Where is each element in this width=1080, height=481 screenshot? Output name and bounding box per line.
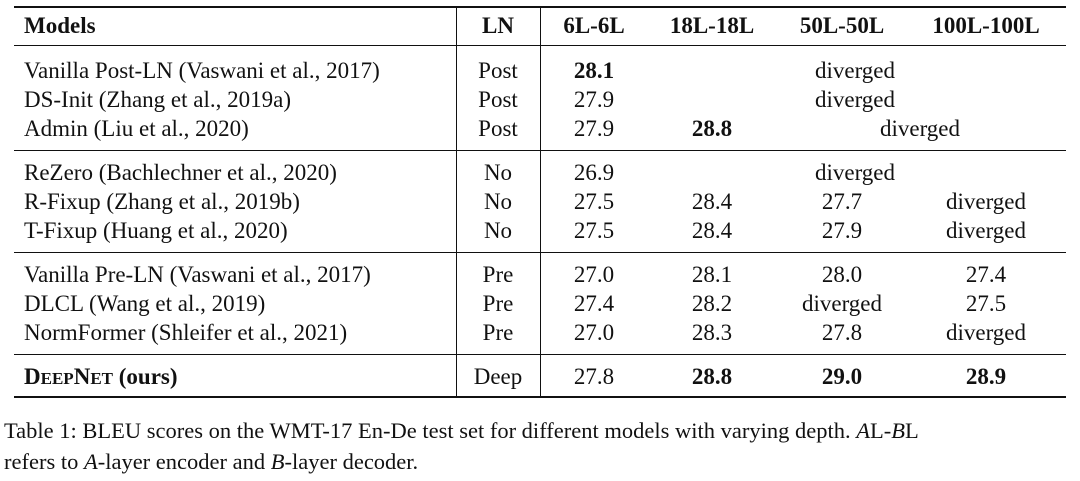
ln-type: Deep	[473, 364, 523, 389]
score-50l: diverged	[801, 291, 883, 316]
score-100l: diverged	[945, 189, 1027, 214]
caption-text-6: -layer decoder.	[284, 449, 419, 474]
score-18l: 28.2	[691, 291, 733, 316]
ln-type: Post	[478, 87, 518, 112]
ln-type: Post	[478, 58, 518, 83]
model-name: NormFormer (Shleifer et al., 2021)	[24, 320, 348, 345]
score-6l: 26.9	[573, 160, 615, 185]
model-name: Vanilla Post-LN (Vaswani et al., 2017)	[24, 58, 380, 83]
model-name: ReZero (Bachlechner et al., 2020)	[24, 160, 337, 185]
header-6l: 6L-6L	[563, 13, 625, 38]
model-name: DLCL (Wang et al., 2019)	[24, 291, 266, 316]
ln-type: Pre	[482, 262, 514, 287]
score-6l: 27.8	[573, 364, 615, 389]
ln-type: Post	[478, 116, 518, 141]
caption-var-a: A	[856, 418, 870, 443]
score-18l: 28.8	[691, 116, 733, 141]
model-name: DS-Init (Zhang et al., 2019a)	[24, 87, 291, 112]
span-diverged: diverged	[814, 58, 896, 83]
ln-type: Pre	[482, 291, 514, 316]
caption-text-3: L	[904, 418, 919, 443]
score-18l: 28.1	[691, 262, 733, 287]
score-18l: 28.3	[691, 320, 733, 345]
score-50l: 27.9	[821, 218, 863, 243]
score-6l: 27.5	[573, 218, 615, 243]
caption-var-b: B	[891, 418, 905, 443]
span-diverged: diverged	[814, 87, 896, 112]
score-18l: 28.4	[691, 189, 733, 214]
score-100l: diverged	[945, 320, 1027, 345]
score-6l: 28.1	[573, 58, 615, 83]
ln-type: Pre	[482, 320, 514, 345]
score-18l: 28.8	[691, 364, 733, 389]
ln-type: No	[483, 218, 513, 243]
model-name: R-Fixup (Zhang et al., 2019b)	[24, 189, 300, 214]
table-caption: Table 1: BLEU scores on the WMT-17 En-De…	[4, 415, 1074, 477]
vline-models-ln	[456, 7, 457, 397]
caption-text-2: L-	[869, 418, 892, 443]
caption-text-1: Table 1: BLEU scores on the WMT-17 En-De…	[4, 418, 857, 443]
span-diverged: diverged	[879, 116, 961, 141]
header-ln: LN	[482, 13, 514, 38]
score-50l: 29.0	[821, 364, 863, 389]
ln-type: No	[483, 160, 513, 185]
table-bottom-rule	[14, 396, 1066, 398]
score-6l: 27.9	[573, 87, 615, 112]
smallcaps-eep: EEP	[40, 369, 74, 388]
score-6l: 27.5	[573, 189, 615, 214]
score-6l: 27.4	[573, 291, 615, 316]
vline-ln-data	[540, 7, 541, 397]
ln-type: No	[483, 189, 513, 214]
model-name: T-Fixup (Huang et al., 2020)	[24, 218, 288, 243]
header-50l: 50L-50L	[799, 13, 885, 38]
model-name: Admin (Liu et al., 2020)	[24, 116, 249, 141]
header-models: Models	[24, 13, 96, 38]
score-100l: 28.9	[965, 364, 1007, 389]
header-18l: 18L-18L	[669, 13, 755, 38]
smallcaps-n: N	[73, 364, 91, 389]
score-100l: diverged	[945, 218, 1027, 243]
caption-text-4: refers to	[4, 449, 84, 474]
score-6l: 27.0	[573, 262, 615, 287]
model-name-deepnet: DEEPNET (ours)	[24, 362, 178, 393]
caption-var-b2: B	[270, 449, 285, 474]
score-50l: 28.0	[821, 262, 863, 287]
caption-var-a2: A	[83, 449, 98, 474]
score-100l: 27.5	[965, 291, 1007, 316]
smallcaps-et: ET	[90, 369, 113, 388]
ours-suffix: (ours)	[113, 364, 178, 389]
score-6l: 27.0	[573, 320, 615, 345]
caption-text-5: -layer encoder and	[97, 449, 271, 474]
score-100l: 27.4	[965, 262, 1007, 287]
smallcaps-d: D	[24, 364, 41, 389]
header-100l: 100L-100L	[932, 13, 1040, 38]
model-name: Vanilla Pre-LN (Vaswani et al., 2017)	[24, 262, 371, 287]
span-diverged: diverged	[814, 160, 896, 185]
score-18l: 28.4	[691, 218, 733, 243]
score-6l: 27.9	[573, 116, 615, 141]
score-50l: 27.8	[821, 320, 863, 345]
score-50l: 27.7	[821, 189, 863, 214]
